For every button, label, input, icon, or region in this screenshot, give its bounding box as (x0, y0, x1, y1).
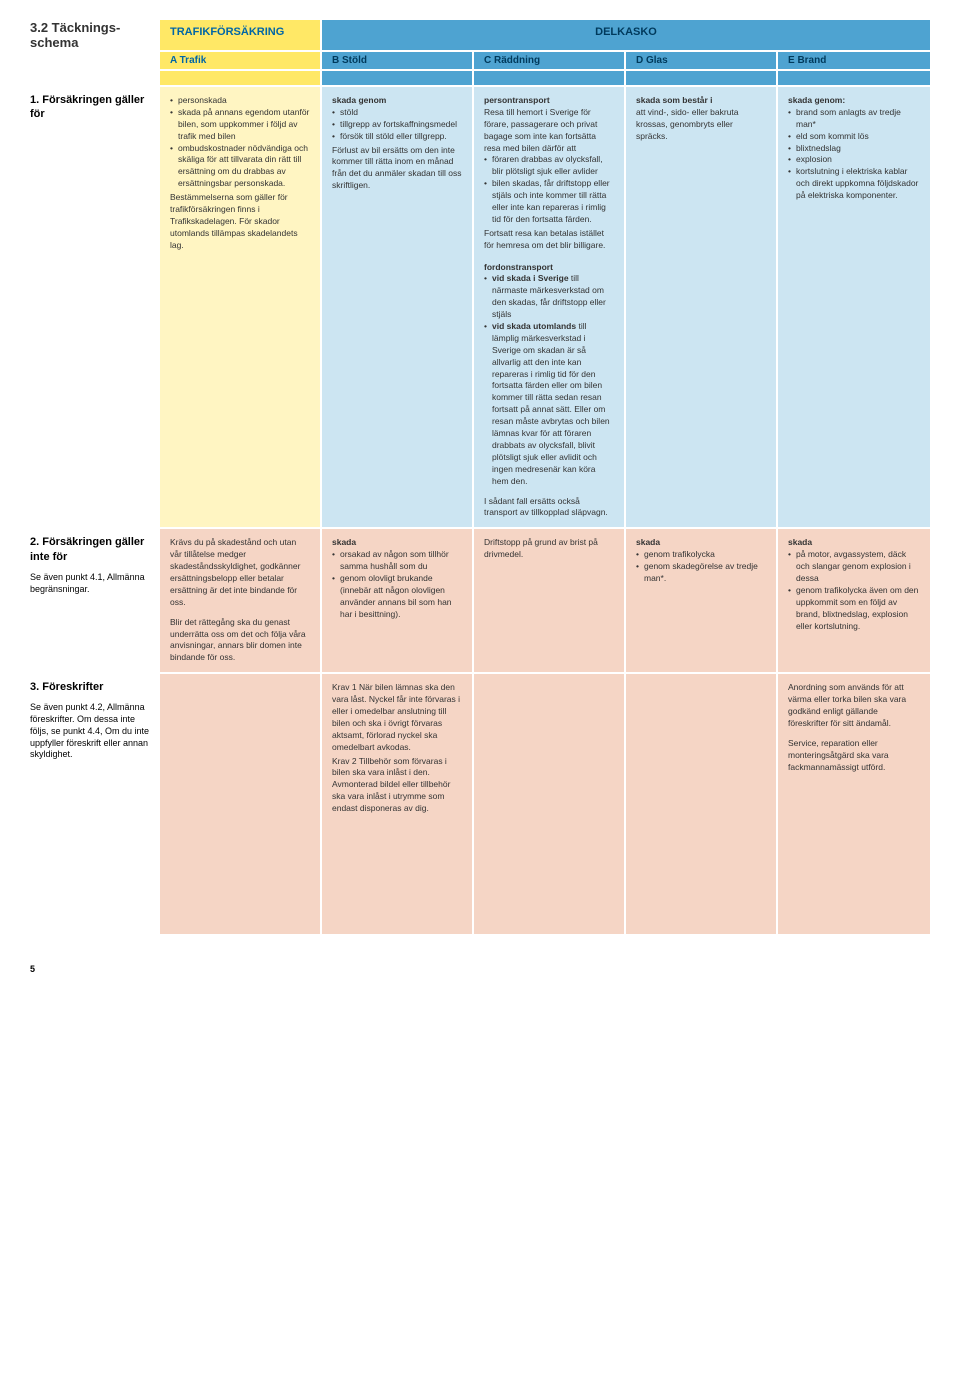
row3-col-c (474, 674, 624, 934)
sub-header-row: A Trafik B Stöld C Räddning D Glas E Bra… (30, 52, 930, 69)
subheader-a: A Trafik (160, 52, 320, 69)
row3-col-a (160, 674, 320, 934)
row1-col-e: skada genom: brand som anlagts av tredje… (778, 87, 930, 527)
row2-label: 2. Försäkringen gäller inte för Se även … (30, 529, 160, 672)
row2-col-e: skada på motor, avgassystem, däck och sl… (778, 529, 930, 672)
row1-col-c: persontransport Resa till hemort i Sveri… (474, 87, 624, 527)
subheader-b: B Stöld (322, 52, 472, 69)
row-forsakringen-galler-inte-for: 2. Försäkringen gäller inte för Se även … (30, 529, 930, 672)
subheader-e: E Brand (778, 52, 930, 69)
delkasko-main-header: DELKASKO (322, 20, 930, 50)
row1-col-d: skada som består i att vind-, sido- elle… (626, 87, 776, 527)
page-number: 5 (30, 964, 930, 974)
row1-col-a: personskada skada på annans egendom utan… (160, 87, 320, 527)
row1-col-b: skada genom stöld tillgrepp av fortskaff… (322, 87, 472, 527)
row2-col-c: Driftstopp på grund av brist på drivmede… (474, 529, 624, 672)
row3-label: 3. Föreskrifter Se även punkt 4.2, Allmä… (30, 674, 160, 934)
krav2: Krav 2 Tillbehör som förvaras i bilen sk… (332, 756, 462, 815)
section-number: 3.2 Täcknings-schema (30, 20, 160, 50)
row2-col-d: skada genom trafikolycka genom skadegöre… (626, 529, 776, 672)
subheader-c: C Räddning (474, 52, 624, 69)
row3-col-b: Krav 1 När bilen lämnas ska den vara lås… (322, 674, 472, 934)
row-forsakringen-galler-for: 1. Försäkringen gäller för personskada s… (30, 87, 930, 527)
row2-col-a: Krävs du på skadestånd och utan vår till… (160, 529, 320, 672)
row3-col-d (626, 674, 776, 934)
row1-c-item2-0: vid skada i Sverige till närmaste märkes… (484, 273, 614, 321)
spacer-row (30, 71, 930, 85)
subheader-d: D Glas (626, 52, 776, 69)
row1-c-item2-1: vid skada utomlands till lämplig märkesv… (484, 321, 614, 487)
row-foreskrifter: 3. Föreskrifter Se även punkt 4.2, Allmä… (30, 674, 930, 934)
trafik-main-header: TRAFIKFÖRSÄKRING (160, 20, 320, 50)
krav1: Krav 1 När bilen lämnas ska den vara lås… (332, 682, 462, 753)
row2-col-b: skada orsakad av någon som tillhör samma… (322, 529, 472, 672)
row1-label: 1. Försäkringen gäller för (30, 87, 160, 527)
row3-col-e: Anordning som används för att värma elle… (778, 674, 930, 934)
header-row: 3.2 Täcknings-schema TRAFIKFÖRSÄKRING DE… (30, 20, 930, 50)
